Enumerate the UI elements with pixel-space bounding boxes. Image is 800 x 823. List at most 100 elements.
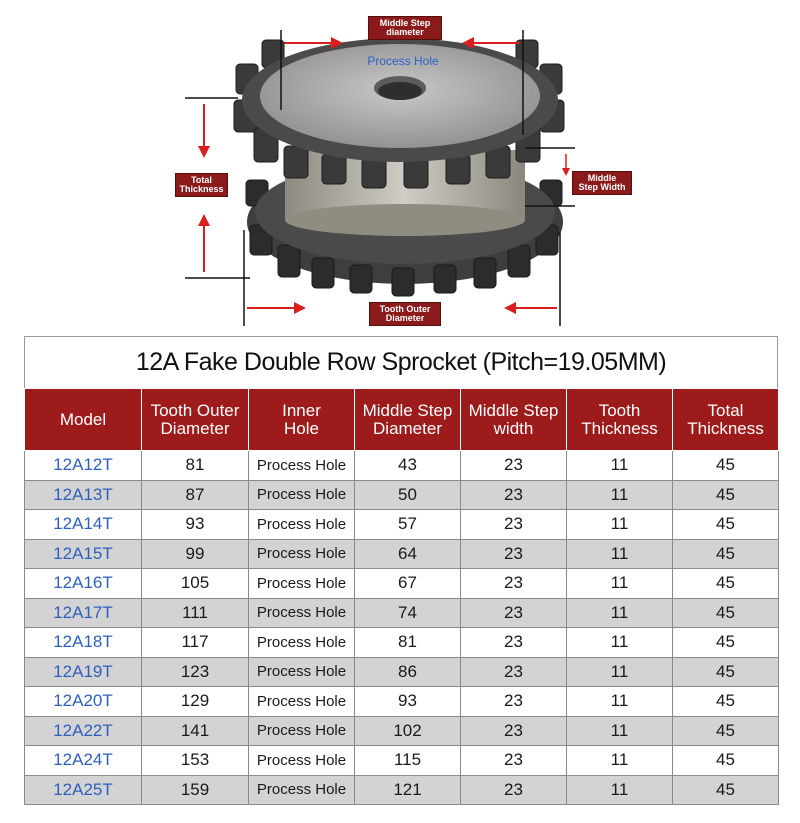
header-line: Inner (282, 400, 321, 420)
tooth-outer-diameter-cell: 117 (141, 627, 249, 658)
header-line: Thickness (581, 418, 658, 438)
spec-table-container: 12A Fake Double Row Sprocket (Pitch=19.0… (24, 336, 779, 805)
tooth-thickness-cell: 11 (566, 686, 673, 717)
model-cell: 12A14T (24, 509, 142, 540)
inner-hole-cell: Process Hole (248, 538, 355, 569)
tooth-thickness-cell: 11 (566, 509, 673, 540)
tooth-thickness-cell: 11 (566, 568, 673, 599)
tooth-outer-diameter-tag: Tooth Outer Diameter (369, 302, 441, 326)
middle-step-width-cell: 23 (460, 656, 567, 687)
tooth-outer-diameter-cell: 87 (141, 479, 249, 510)
middle-step-diameter-cell: 81 (354, 627, 461, 658)
total-thickness-cell: 45 (672, 715, 779, 746)
total-thickness-tag: Total Thickness (175, 173, 228, 197)
inner-hole-cell: Process Hole (248, 715, 355, 746)
inner-hole-cell: Process Hole (248, 656, 355, 687)
header-middle-step-diameter: Middle Step Diameter (354, 388, 461, 451)
tooth-thickness-cell: 11 (566, 715, 673, 746)
process-hole-label: Process Hole (367, 54, 439, 68)
middle-step-width-cell: 23 (460, 715, 567, 746)
middle-step-diameter-cell: 64 (354, 538, 461, 569)
tooth-thickness-cell: 11 (566, 745, 673, 776)
inner-hole-cell: Process Hole (248, 774, 355, 805)
middle-step-width-cell: 23 (460, 509, 567, 540)
header-line: Middle Step (468, 400, 559, 420)
header-line: Total (707, 400, 744, 420)
inner-hole-cell: Process Hole (248, 597, 355, 628)
header-line: Thickness (687, 418, 764, 438)
table-row: 12A18T 117 Process Hole 81 23 11 45 (24, 627, 779, 658)
middle-step-diameter-cell: 43 (354, 450, 461, 481)
middle-step-width-cell: 23 (460, 568, 567, 599)
table-row: 12A20T 129 Process Hole 93 23 11 45 (24, 686, 779, 717)
tooth-outer-diameter-cell: 105 (141, 568, 249, 599)
inner-hole-cell: Process Hole (248, 479, 355, 510)
model-cell: 12A24T (24, 745, 142, 776)
middle-step-width-cell: 23 (460, 479, 567, 510)
middle-step-width-cell: 23 (460, 686, 567, 717)
header-line: Tooth (598, 400, 641, 420)
inner-hole-cell: Process Hole (248, 450, 355, 481)
dimension-guides (185, 30, 575, 326)
inner-hole-cell: Process Hole (248, 745, 355, 776)
middle-step-width-cell: 23 (460, 538, 567, 569)
model-cell: 12A19T (24, 656, 142, 687)
header-line: Hole (284, 418, 319, 438)
model-cell: 12A22T (24, 715, 142, 746)
table-row: 12A24T 153 Process Hole 115 23 11 45 (24, 745, 779, 776)
table-row: 12A25T 159 Process Hole 121 23 11 45 (24, 774, 779, 805)
inner-hole-cell: Process Hole (248, 568, 355, 599)
table-row: 12A19T 123 Process Hole 86 23 11 45 (24, 656, 779, 687)
total-thickness-cell: 45 (672, 627, 779, 658)
total-thickness-cell: 45 (672, 597, 779, 628)
middle-step-width-cell: 23 (460, 597, 567, 628)
middle-step-diameter-cell: 57 (354, 509, 461, 540)
middle-step-width-cell: 23 (460, 450, 567, 481)
header-tooth-outer-diameter: Tooth Outer Diameter (141, 388, 249, 451)
middle-step-diameter-cell: 50 (354, 479, 461, 510)
upper-sprocket (233, 38, 565, 189)
tooth-thickness-cell: 11 (566, 538, 673, 569)
model-cell: 12A13T (24, 479, 142, 510)
table-row: 12A12T 81 Process Hole 43 23 11 45 (24, 450, 779, 481)
total-thickness-cell: 45 (672, 745, 779, 776)
tooth-outer-diameter-cell: 93 (141, 509, 249, 540)
tooth-thickness-cell: 11 (566, 656, 673, 687)
model-cell: 12A25T (24, 774, 142, 805)
header-inner-hole: Inner Hole (248, 388, 355, 451)
total-thickness-cell: 45 (672, 686, 779, 717)
inner-hole-cell: Process Hole (248, 627, 355, 658)
dimension-arrows (198, 37, 570, 314)
model-cell: 12A18T (24, 627, 142, 658)
table-row: 12A16T 105 Process Hole 67 23 11 45 (24, 568, 779, 599)
header-total-thickness: Total Thickness (672, 388, 779, 451)
middle-step-diameter-cell: 74 (354, 597, 461, 628)
sprocket-diagram: Middle Step diameter Process Hole Total … (0, 0, 800, 330)
table-row: 12A13T 87 Process Hole 50 23 11 45 (24, 479, 779, 510)
total-thickness-cell: 45 (672, 774, 779, 805)
total-thickness-cell: 45 (672, 568, 779, 599)
total-thickness-cell: 45 (672, 656, 779, 687)
table-row: 12A17T 111 Process Hole 74 23 11 45 (24, 597, 779, 628)
middle-step-width-cell: 23 (460, 774, 567, 805)
total-thickness-cell: 45 (672, 450, 779, 481)
tooth-outer-diameter-cell: 123 (141, 656, 249, 687)
model-cell: 12A16T (24, 568, 142, 599)
inner-hole-cell: Process Hole (248, 686, 355, 717)
middle-step-width-cell: 23 (460, 627, 567, 658)
tooth-outer-diameter-cell: 99 (141, 538, 249, 569)
spec-table: Model Tooth Outer Diameter Inner Hole Middle … (24, 388, 779, 805)
model-cell: 12A15T (24, 538, 142, 569)
middle-step-diameter-cell: 102 (354, 715, 461, 746)
total-thickness-cell: 45 (672, 509, 779, 540)
middle-step-diameter-cell: 93 (354, 686, 461, 717)
table-header-row: Model Tooth Outer Diameter Inner Hole Middle … (24, 388, 779, 451)
table-row: 12A15T 99 Process Hole 64 23 11 45 (24, 538, 779, 569)
table-title: 12A Fake Double Row Sprocket (Pitch=19.0… (24, 336, 778, 388)
tooth-outer-diameter-cell: 159 (141, 774, 249, 805)
tooth-outer-diameter-cell: 81 (141, 450, 249, 481)
middle-step-diameter-cell: 121 (354, 774, 461, 805)
header-tooth-thickness: Tooth Thickness (566, 388, 673, 451)
model-cell: 12A17T (24, 597, 142, 628)
header-line: Tooth Outer (150, 400, 240, 420)
